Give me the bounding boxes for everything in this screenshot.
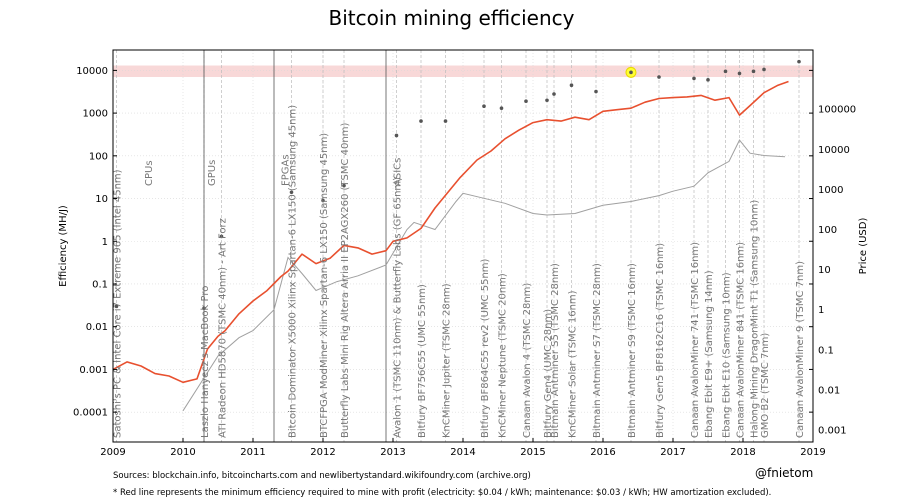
y-tick-label: 0.001 [79, 365, 108, 376]
hardware-label: Butterfly Labs Mini Rig Altera Arria II … [340, 123, 351, 438]
hardware-label: Canaan AvalonMiner 741 (TSMC 16nm) [690, 242, 701, 438]
hardware-label: KnCMiner Neptune (TSMC 20nm) [498, 273, 509, 438]
y-axis-label: Efficiency (MH/J) [58, 205, 69, 287]
hardware-label: Avalon 1 (TSMC 110nm) & Butterfly Labs (… [393, 177, 404, 438]
y-tick-label: 0.1 [92, 279, 108, 290]
y2-tick-label: 10000 [818, 145, 850, 156]
hardware-point [692, 76, 696, 81]
hardware-label: Halong Mining DragonMint T1 (Samsung 10n… [750, 200, 761, 438]
price-series-line [182, 139, 786, 412]
y2-tick-label: 0.1 [818, 345, 834, 356]
y2-tick-label: 0.001 [818, 425, 847, 436]
hardware-label: GMO B2 (TSMC 7nm) [760, 333, 771, 438]
hardware-point [751, 69, 756, 74]
hardware-label: Ebang Ebit E9+ (Samsung 14nm) [704, 270, 715, 438]
y2-tick-label: 100000 [818, 105, 856, 116]
hardware-label: Canaan Avalon 4 (TSMC 28nm) [522, 283, 533, 438]
hardware-point [443, 119, 448, 123]
era-label: ASICs [393, 158, 404, 186]
y-tick-label: 1000 [83, 109, 108, 120]
y-tick-label: 0.01 [86, 322, 108, 333]
hardware-point [594, 89, 598, 94]
y-tick-label: 1 [102, 237, 108, 248]
hardware-point [419, 119, 423, 123]
y2-tick-label: 1 [818, 305, 824, 316]
y2-tick-label: 100 [818, 225, 837, 236]
hardware-label: BTCFPGA ModMiner Xilinx Spartan-6 LX150 … [319, 133, 330, 438]
x-tick-label: 2013 [380, 447, 405, 458]
hardware-point [342, 183, 346, 188]
hardware-point [737, 71, 742, 76]
hardware-label: Bitmain Antminer S5 (TSMC 28nm) [550, 263, 561, 438]
hardware-label: Bitfury Gen5 BF8162C16 (TSMC 16nm) [655, 243, 666, 438]
y-tick-label: 10000 [76, 66, 108, 77]
hardware-point [219, 234, 224, 239]
hardware-point [394, 133, 399, 138]
y2-tick-label: 1000 [818, 185, 843, 196]
hardware-label: Bitmain Antminer S7 (TSMC 28nm) [592, 263, 603, 438]
y-tick-label: 100 [89, 151, 108, 162]
hardware-point [321, 198, 325, 203]
hardware-point [499, 106, 504, 111]
hardware-point [482, 104, 486, 109]
era-label: FPGAs [281, 154, 292, 186]
hardware-point [202, 306, 206, 311]
x-tick-label: 2014 [450, 447, 475, 458]
x-tick-label: 2012 [310, 447, 335, 458]
era-label: GPUs [207, 160, 218, 186]
hardware-label: Bitmain Antminer S9 (TSMC 16nm) [627, 263, 638, 438]
hardware-point [762, 67, 766, 72]
sources-footnote: Sources: blockchain.info, bitcoincharts.… [113, 471, 531, 481]
hardware-point [706, 78, 710, 82]
x-tick-label: 2009 [100, 447, 125, 458]
x-tick-label: 2018 [730, 447, 755, 458]
y-tick-label: 10 [95, 194, 108, 205]
x-tick-label: 2011 [240, 447, 265, 458]
hardware-point [289, 190, 294, 195]
x-tick-label: 2015 [520, 447, 545, 458]
hardware-label: Canaan AvalonMiner 841 (TSMC 16nm) [736, 242, 747, 438]
author-credit: @fnietom [755, 466, 814, 480]
hardware-label: Bitfury Gen4 (UMC 28nm) [543, 309, 554, 438]
hardware-point [114, 304, 119, 309]
highlight-point-center [629, 70, 633, 75]
hardware-point [524, 99, 528, 103]
chart-title: Bitcoin mining efficiency [328, 6, 575, 30]
hardware-label: Canaan AvalonMiner 9 (TSMC 7nm) [795, 261, 806, 438]
hardware-label: Bitfury BF756C55 (UMC 55nm) [417, 284, 428, 438]
hardware-label: Laszlo Hanyecz's MacBook Pro [200, 286, 211, 438]
hardware-point [569, 83, 574, 87]
hardware-point [657, 75, 661, 79]
hardware-label: Bitcoin Dominator X5000 Xilinx Spartan-6… [288, 105, 299, 438]
hardware-label: KnCMiner Jupiter (TSMC 28nm) [442, 283, 453, 438]
hardware-point [552, 92, 556, 96]
min-efficiency-line [112, 80, 789, 384]
hardware-label: ATI Radeon HD5870 (TSMC 40nm) - Art Forz [218, 218, 229, 438]
x-tick-label: 2019 [800, 447, 825, 458]
y2-tick-label: 0.01 [818, 385, 840, 396]
hardware-point [545, 98, 549, 103]
era-label: CPUs [144, 160, 155, 186]
hardware-point [797, 59, 801, 64]
y2-axis-label: Price (USD) [858, 218, 869, 275]
hardware-point [723, 69, 728, 74]
hardware-label: Bitfury BF864C55 rev2 (UMC 55nm) [480, 258, 491, 438]
x-tick-label: 2010 [170, 447, 195, 458]
x-tick-label: 2017 [660, 447, 685, 458]
y2-tick-label: 10 [818, 265, 831, 276]
hardware-label: Ebang Ebit E10 (Samsung 10nm) [722, 272, 733, 438]
hardware-label: Satoshi's PC & Intel Core i7 Extreme 965… [113, 169, 124, 438]
x-tick-label: 2016 [590, 447, 615, 458]
method-footnote: * Red line represents the minimum effici… [113, 488, 772, 498]
y-tick-label: 0.0001 [73, 408, 108, 419]
hardware-label: KnCMiner Solar (TSMC 16nm) [568, 290, 579, 438]
